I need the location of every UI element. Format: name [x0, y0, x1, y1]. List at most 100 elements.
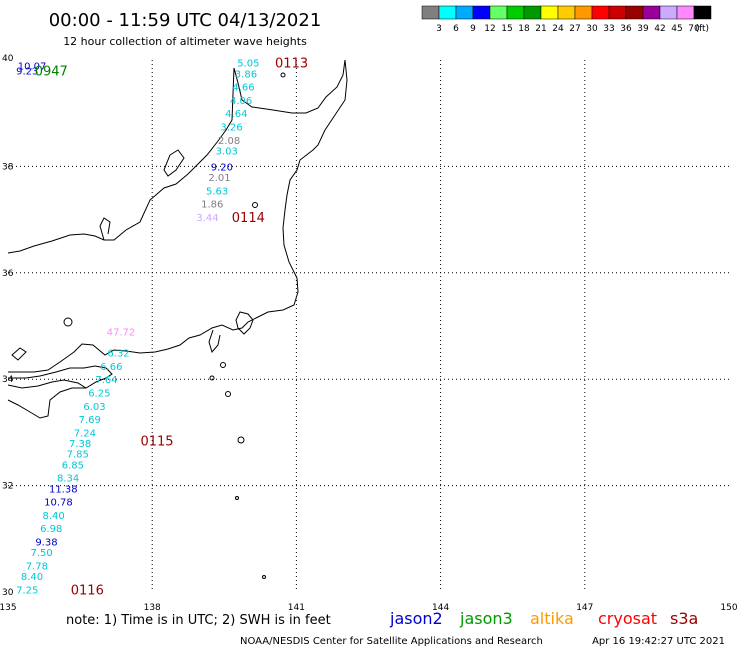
swh-value: 3.26 [220, 123, 242, 134]
honshu-east-coast [8, 59, 348, 373]
swh-value: 9.23 [16, 67, 38, 78]
lon-tick-label: 147 [576, 603, 593, 613]
swh-value: 4.66 [232, 83, 254, 94]
map-subtitle: 12 hour collection of altimeter wave hei… [63, 35, 307, 48]
island-small-niigata [252, 202, 258, 208]
swh-value: 6.98 [40, 524, 62, 535]
lat-tick-label: 38 [2, 162, 14, 172]
legend-label: 3 [436, 24, 442, 34]
legend-swatch [625, 5, 644, 20]
swh-value: 4.06 [230, 96, 252, 107]
swh-value: 4.64 [225, 109, 247, 120]
swh-value: 3.86 [235, 69, 257, 80]
satellite-name: s3a [670, 609, 698, 628]
pass-time-label: 0113 [275, 57, 308, 72]
swh-value: 7.85 [67, 450, 89, 461]
legend-swatch [438, 5, 457, 20]
legend-swatch [472, 5, 491, 20]
swh-value: 47.72 [107, 327, 136, 338]
lat-tick-label: 34 [2, 375, 14, 385]
legend-swatch [642, 5, 661, 20]
awaji-island [11, 347, 27, 361]
swh-value: 7.50 [31, 548, 53, 559]
pass-time-labels: 0947 0113 0114 0115 0116 [35, 57, 308, 599]
shikoku-south [7, 387, 86, 419]
island-hachijo [237, 436, 245, 444]
coastline [7, 59, 348, 579]
legend-swatch [574, 5, 593, 20]
legend-label: 18 [518, 24, 530, 34]
legend-swatch [489, 5, 508, 20]
footer-note: note: 1) Time is in UTC; 2) SWH is in fe… [66, 613, 331, 628]
legend-unit: (ft) [695, 24, 709, 34]
lat-tick-label: 36 [2, 269, 14, 279]
legend-swatch [693, 5, 712, 20]
shikoku [7, 365, 113, 389]
legend-swatch [608, 5, 627, 20]
swh-value: 7.24 [74, 428, 96, 439]
swh-value: 7.25 [16, 585, 38, 596]
sado-island [163, 149, 185, 177]
legend-swatch [523, 5, 542, 20]
lon-tick-label: 144 [432, 603, 449, 613]
map-title: 00:00 - 11:59 UTC 04/13/2021 [49, 10, 322, 31]
swh-value: 6.25 [88, 389, 110, 400]
swh-value: 9.38 [35, 537, 57, 548]
legend-swatch [676, 5, 695, 20]
boso-peninsula [235, 311, 254, 335]
legend-swatch [421, 5, 440, 20]
lat-tick-label: 32 [2, 482, 13, 492]
lon-tick-label: 138 [144, 603, 161, 613]
map-area: 135 138 141 144 147 150 40 38 36 34 32 30 [0, 54, 738, 613]
legend-swatch [557, 5, 576, 20]
swh-value: 6.32 [107, 349, 129, 360]
legend-label: 33 [603, 24, 614, 34]
wave-height-values: 10.079.23 5.053.86 4.66 4.06 4.64 3.26 2.083.0… [16, 59, 259, 597]
legend-swatch [659, 5, 678, 20]
pass-time-label: 0947 [35, 65, 68, 80]
legend-label: 70 [688, 24, 700, 34]
swh-value: 7.78 [26, 561, 48, 572]
wave-height-legend: 3 6 9 12 15 18 21 24 27 30 33 36 39 42 45 70(ft) [421, 5, 712, 34]
satellite-legend: jason2 jason3 altika cryosat s3a [389, 609, 698, 628]
legend-label: 12 [484, 24, 495, 34]
legend-label: 27 [569, 24, 580, 34]
lon-tick-label: 141 [288, 603, 305, 613]
legend-swatch [455, 5, 474, 20]
honshu-west-coast [7, 59, 346, 254]
swh-value: 6.66 [100, 362, 122, 373]
swh-value: 7.69 [79, 415, 101, 426]
swh-value: 10.78 [44, 498, 73, 509]
pass-time-label: 0115 [140, 434, 173, 449]
lat-tick-label: 40 [2, 54, 14, 64]
legend-label: 45 [671, 24, 682, 34]
legend-label: 39 [637, 24, 649, 34]
footer-credit: NOAA/NESDIS Center for Satellite Applica… [240, 636, 543, 647]
legend-label: 15 [501, 24, 512, 34]
swh-value: 5.63 [206, 186, 228, 197]
island-torishima [262, 575, 266, 579]
swh-value: 3.03 [216, 146, 238, 157]
legend-label: 9 [470, 24, 476, 34]
swh-value: 2.01 [208, 173, 230, 184]
izu-peninsula [208, 329, 221, 354]
swh-value: 1.86 [201, 200, 223, 211]
island-izu-oshima [220, 362, 226, 368]
lon-tick-label: 150 [720, 603, 737, 613]
legend-label: 24 [552, 24, 564, 34]
legend-swatch [540, 5, 559, 20]
legend-swatch [591, 5, 610, 20]
island-aogashima [235, 496, 239, 500]
satellite-name: cryosat [598, 609, 657, 628]
island-miyake [225, 391, 231, 397]
swh-value: 2.08 [218, 136, 240, 147]
swh-value: 6.03 [83, 402, 105, 413]
lon-tick-label: 135 [0, 603, 17, 613]
swh-value: 5.05 [237, 59, 259, 70]
swh-value: 9.20 [211, 162, 233, 173]
lat-tick-label: 30 [2, 588, 14, 598]
swh-value: 8.40 [43, 511, 65, 522]
pass-time-label: 0116 [71, 583, 104, 598]
legend-label: 6 [453, 24, 459, 34]
swh-value: 7.64 [95, 375, 117, 386]
